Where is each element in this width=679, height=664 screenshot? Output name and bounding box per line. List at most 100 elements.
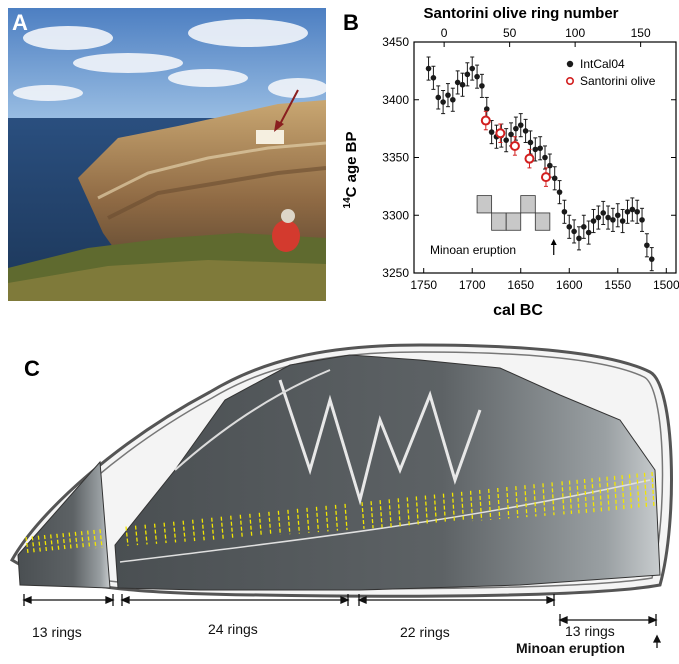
ring-label-3: 22 rings <box>400 624 450 640</box>
ring-mark <box>451 492 456 523</box>
ring-mark <box>258 512 262 537</box>
ring-mark <box>211 517 215 540</box>
top-axis-label: Santorini olive ring number <box>423 5 618 22</box>
ring-mark <box>68 532 72 550</box>
intcal-point <box>479 83 485 89</box>
intcal-point <box>454 79 461 86</box>
intcal-series <box>425 56 655 272</box>
intcal-point <box>522 128 529 134</box>
intcal-point <box>542 154 548 161</box>
ring-mark <box>144 524 148 545</box>
ring-mark <box>397 498 401 527</box>
intcal-point <box>483 106 490 112</box>
legend-marker-olive <box>565 77 574 86</box>
olive-wood-section <box>0 330 679 659</box>
ring-mark <box>43 535 48 552</box>
x-axis-ticks: 1750 1700 1650 1600 1550 1500 <box>410 268 679 292</box>
ring-mark <box>87 530 91 549</box>
y-axis-ticks: 3450 3400 3350 3300 3250 <box>382 35 676 280</box>
intcal-point <box>624 208 631 215</box>
ring-mark <box>361 502 365 529</box>
ring-mark <box>542 483 546 516</box>
intcal-point <box>605 214 611 221</box>
olive-point <box>524 153 535 164</box>
ring-mark <box>344 503 348 531</box>
ring-mark <box>568 480 573 514</box>
y-tick-label: 3250 <box>382 266 409 280</box>
intcal-point <box>634 208 640 215</box>
ring-label-1: 13 rings <box>32 624 82 640</box>
intcal-point <box>595 214 602 221</box>
legend-marker-intcal <box>566 60 574 68</box>
panel-a-letter: A <box>12 10 28 35</box>
intcal-point <box>474 73 480 80</box>
intcal-point <box>619 218 626 224</box>
ring-mark <box>80 531 85 550</box>
ring-mark <box>488 488 492 520</box>
top-tick-label: 0 <box>441 26 448 40</box>
ring-mark <box>163 522 167 544</box>
ring-mark <box>192 519 196 542</box>
olive-point <box>540 172 551 183</box>
intcal-point <box>430 75 437 81</box>
ring-mark <box>306 507 310 533</box>
intcal-point <box>440 99 446 105</box>
ring-mark <box>551 482 555 516</box>
ring-mark <box>533 484 537 517</box>
panel-c-letter: C <box>24 356 40 381</box>
y-tick-label: 3350 <box>382 151 409 165</box>
ring-mark <box>201 518 205 541</box>
eruption-block <box>534 212 551 231</box>
x-tick-label: 1650 <box>507 278 534 292</box>
ring-mark <box>134 525 139 546</box>
ring-mark <box>433 494 438 524</box>
ring-mark <box>506 487 510 519</box>
ring-mark <box>37 535 41 553</box>
top-tick-label: 150 <box>631 26 651 40</box>
ring-mark <box>515 486 519 518</box>
intcal-point <box>435 94 442 101</box>
ring-mark <box>99 529 103 548</box>
eruption-block <box>505 212 522 231</box>
intcal-point <box>503 137 509 143</box>
intcal-point <box>600 210 607 216</box>
top-tick-label: 50 <box>503 26 517 40</box>
intcal-point <box>551 175 558 182</box>
ring-mark <box>249 513 253 537</box>
santorini-photo <box>8 8 328 301</box>
x-tick-label: 1750 <box>410 278 437 292</box>
ring-mark <box>296 508 301 534</box>
ring-mark <box>370 501 374 529</box>
legend-label-olive: Santorini olive <box>580 74 656 88</box>
ring-mark <box>415 496 419 525</box>
ring-mark <box>315 506 320 533</box>
ring-mark <box>125 526 129 546</box>
ring-mark <box>277 510 281 535</box>
intcal-point <box>639 217 645 223</box>
ring-mark <box>93 529 97 549</box>
legend-label-intcal: IntCal04 <box>580 57 625 71</box>
eruption-arrow <box>550 239 557 255</box>
ring-mark <box>460 491 465 522</box>
intcal-point <box>644 242 650 249</box>
radiocarbon-chart: Santorini olive ring number cal BC 14C a… <box>342 5 679 319</box>
ring-mark <box>31 536 35 553</box>
intcal-point <box>581 224 587 230</box>
intcal-point <box>488 129 495 135</box>
ring-mark <box>406 497 410 526</box>
ring-mark <box>424 495 428 525</box>
ring-mark <box>469 490 474 522</box>
ring-mark <box>379 500 383 528</box>
ring-mark <box>334 504 339 531</box>
olive-series <box>480 110 551 187</box>
intcal-point <box>464 71 471 78</box>
intcal-point <box>425 65 432 72</box>
x-tick-label: 1550 <box>604 278 631 292</box>
ring-label-4: 13 rings <box>565 623 615 639</box>
intcal-point <box>585 229 592 236</box>
ring-mark <box>62 533 66 551</box>
intcal-point <box>629 206 636 213</box>
intcal-point <box>610 217 616 223</box>
intcal-point <box>517 122 524 128</box>
